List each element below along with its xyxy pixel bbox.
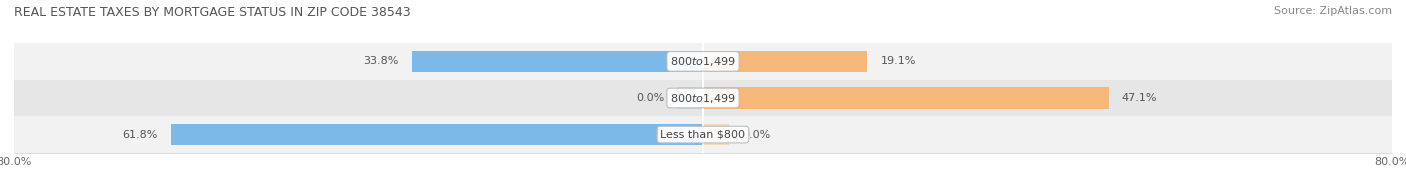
Text: 61.8%: 61.8% <box>122 130 157 140</box>
Bar <box>170 124 703 145</box>
Text: $800 to $1,499: $800 to $1,499 <box>671 55 735 68</box>
Text: REAL ESTATE TAXES BY MORTGAGE STATUS IN ZIP CODE 38543: REAL ESTATE TAXES BY MORTGAGE STATUS IN … <box>14 6 411 19</box>
Bar <box>678 87 703 109</box>
Text: Less than $800: Less than $800 <box>661 130 745 140</box>
Text: 0.0%: 0.0% <box>636 93 664 103</box>
Bar <box>703 124 728 145</box>
Text: $800 to $1,499: $800 to $1,499 <box>671 92 735 104</box>
Bar <box>412 51 703 72</box>
Text: Source: ZipAtlas.com: Source: ZipAtlas.com <box>1274 6 1392 16</box>
Bar <box>14 43 1392 80</box>
Text: 47.1%: 47.1% <box>1122 93 1157 103</box>
Bar <box>703 87 1108 109</box>
Bar <box>14 116 1392 153</box>
Text: 33.8%: 33.8% <box>364 56 399 66</box>
Text: 19.1%: 19.1% <box>880 56 915 66</box>
Bar <box>703 51 868 72</box>
Bar <box>14 80 1392 116</box>
Text: 0.0%: 0.0% <box>742 130 770 140</box>
